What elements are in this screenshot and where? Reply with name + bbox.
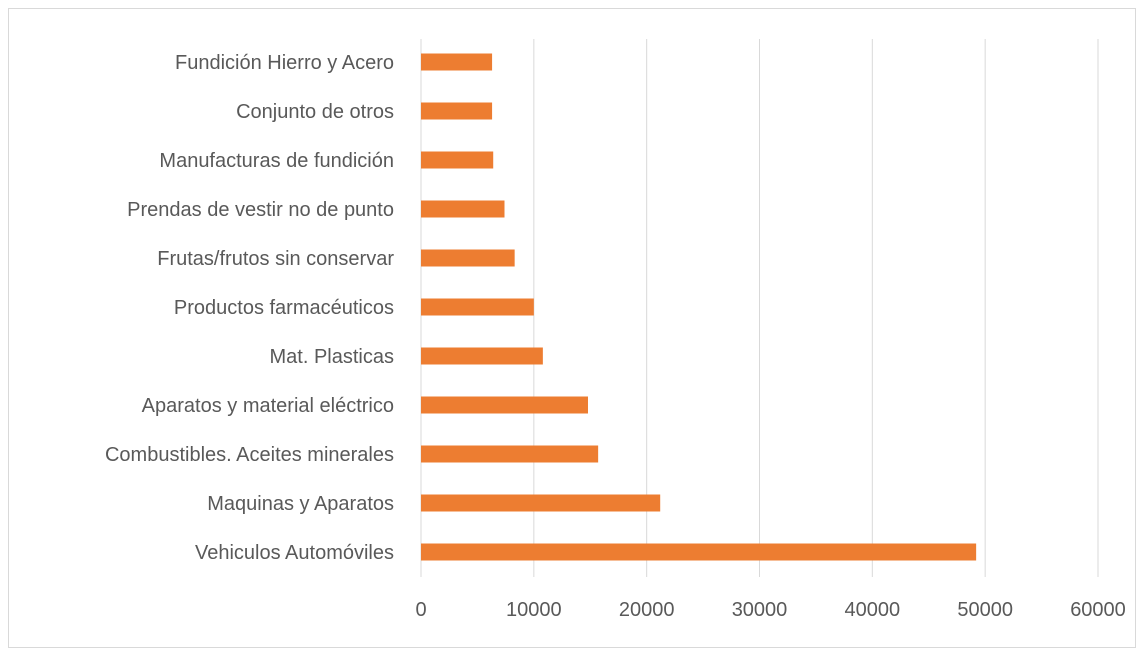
- category-label: Maquinas y Aparatos: [207, 493, 394, 515]
- x-axis-tick-labels: 0 10000 20000 30000 40000 50000 60000: [415, 599, 1125, 621]
- bar: [421, 102, 493, 120]
- grid-layer: [420, 39, 1099, 577]
- bar: [421, 151, 494, 169]
- bar: [421, 200, 505, 218]
- x-tick-label: 30000: [732, 599, 788, 621]
- bar: [421, 396, 588, 414]
- category-label: Combustibles. Aceites minerales: [105, 444, 394, 466]
- bar-layer: [421, 53, 977, 561]
- category-label: Conjunto de otros: [236, 101, 394, 123]
- bar: [421, 494, 661, 512]
- category-label: Prendas de vestir no de punto: [127, 199, 394, 221]
- bar: [421, 53, 493, 71]
- bar: [421, 445, 599, 463]
- bar: [421, 298, 534, 316]
- x-tick-label: 60000: [1070, 599, 1126, 621]
- bar-chart: Vehiculos Automóviles Maquinas y Aparatos…: [105, 39, 1126, 621]
- category-label: Manufacturas de fundición: [159, 150, 394, 172]
- bar: [421, 543, 977, 561]
- category-label: Vehiculos Automóviles: [195, 542, 394, 564]
- x-tick-label: 10000: [506, 599, 562, 621]
- category-label: Frutas/frutos sin conservar: [157, 248, 394, 270]
- x-tick-label: 0: [415, 599, 426, 621]
- x-tick-label: 20000: [619, 599, 675, 621]
- bar: [421, 347, 543, 365]
- category-labels: Vehiculos Automóviles Maquinas y Aparatos…: [105, 52, 394, 564]
- chart-frame: Vehiculos Automóviles Maquinas y Aparatos…: [8, 8, 1136, 648]
- category-label: Mat. Plasticas: [270, 346, 394, 368]
- x-tick-label: 50000: [957, 599, 1013, 621]
- x-tick-label: 40000: [845, 599, 901, 621]
- category-label: Fundición Hierro y Acero: [175, 52, 394, 74]
- bar: [421, 249, 515, 267]
- category-label: Productos farmacéuticos: [174, 297, 394, 319]
- category-label: Aparatos y material eléctrico: [142, 395, 394, 417]
